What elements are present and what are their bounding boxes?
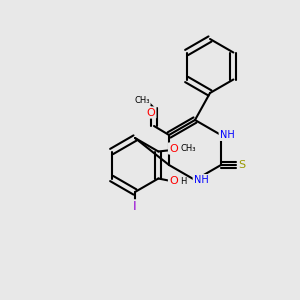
Text: I: I xyxy=(133,200,137,214)
Text: S: S xyxy=(238,160,245,170)
Text: O: O xyxy=(169,176,178,187)
Text: NH: NH xyxy=(194,175,208,185)
Text: H: H xyxy=(180,177,186,186)
Text: CH₃: CH₃ xyxy=(134,96,150,105)
Text: O: O xyxy=(147,107,155,118)
Text: CH₃: CH₃ xyxy=(181,144,197,153)
Text: NH: NH xyxy=(220,130,234,140)
Text: O: O xyxy=(169,143,178,154)
